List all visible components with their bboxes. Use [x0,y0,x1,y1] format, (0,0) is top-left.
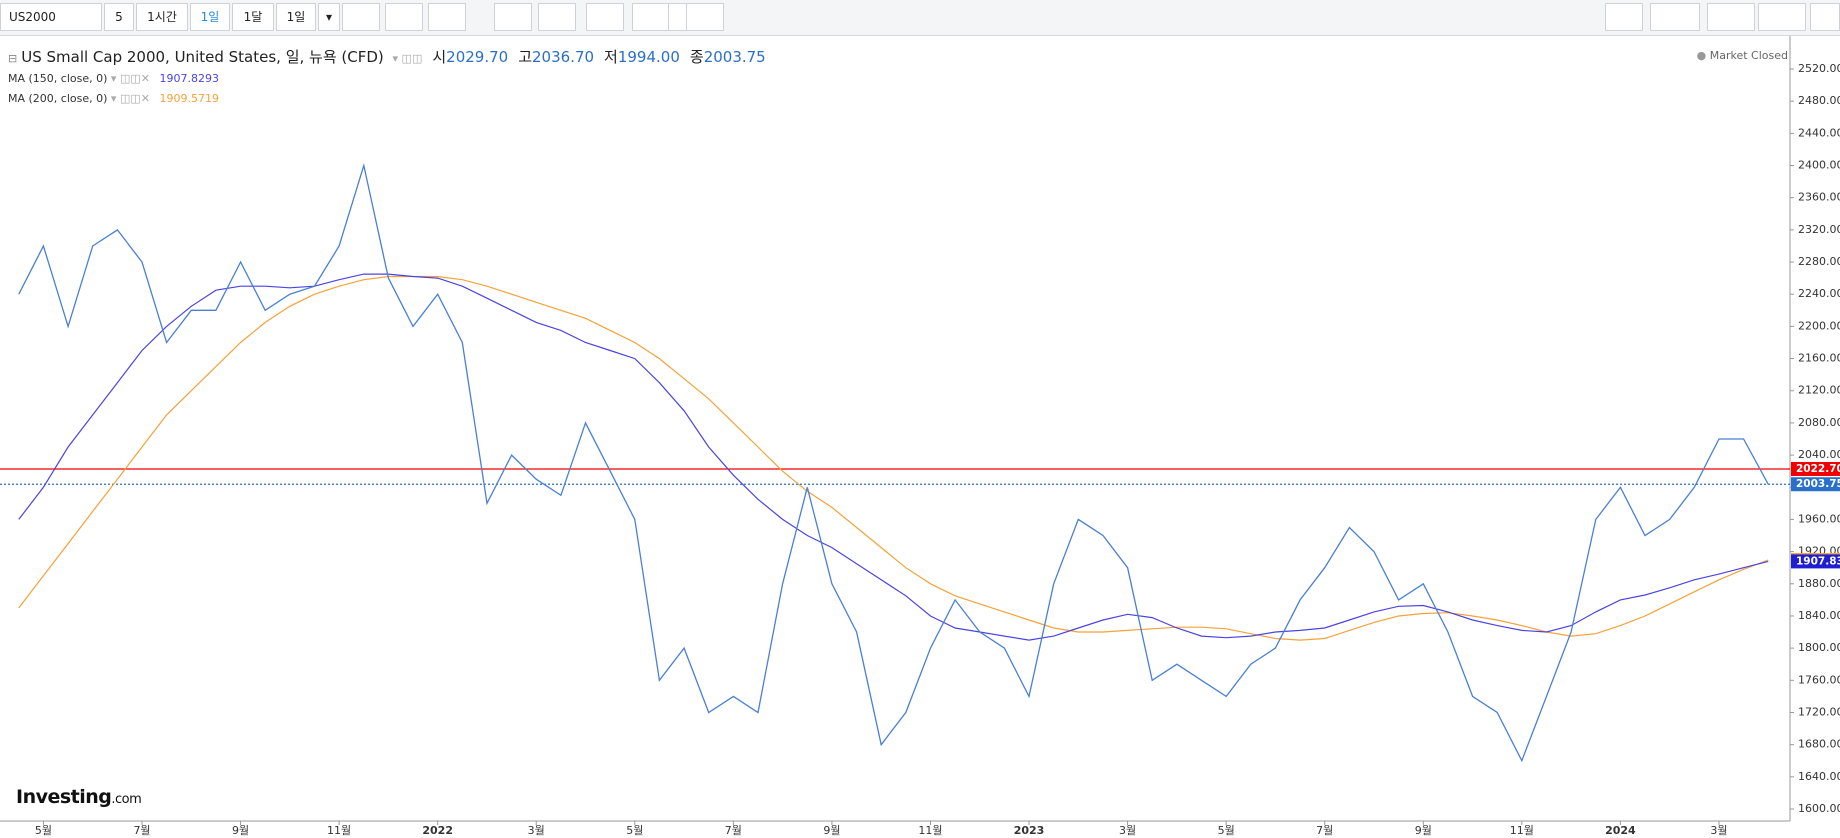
legend-label: MA (200, close, 0) [8,92,108,105]
ohlc-label: 저 [604,48,618,66]
y-tick-label: 2160.00 [1798,352,1840,365]
y-tick-label: 2120.00 [1798,384,1840,397]
interval-button[interactable]: 1달 [232,3,274,31]
area-button[interactable] [385,3,423,31]
symbol-input[interactable]: US2000 [0,3,102,31]
x-tick-label: 2024 [1605,824,1636,837]
y-tick-label: 1680.00 [1798,738,1840,751]
legend-value: 1909.5719 [159,92,219,105]
x-tick-label: 7월 [133,824,150,837]
x-tick-label: 2022 [422,824,453,837]
undo-button[interactable] [632,3,670,31]
x-tick-label: 11월 [918,824,942,837]
cloud-save-button[interactable] [1758,3,1806,31]
ma-legend: MA (150, close, 0) ▾ ◫◫✕ 1907.8293 [8,72,219,85]
ohlc-value: 2029.70 [446,48,509,66]
chart-title: US Small Cap 2000, United States, 일, 뉴욕 … [21,48,384,66]
status-text: Market Closed [1709,49,1788,62]
ohlc-label: 종 [689,48,704,66]
y-tick-label: 1760.00 [1798,673,1840,686]
camera-button[interactable] [1605,3,1643,31]
ohlc-label: 시 [432,48,447,66]
y-tick-label: 1840.00 [1798,609,1840,622]
y-tick-label: 2480.00 [1798,94,1840,107]
x-tick-label: 5월 [626,824,643,837]
x-tick-label: 11월 [1510,824,1534,837]
fullscreen-button[interactable] [1810,3,1840,31]
compare-button[interactable] [586,3,624,31]
header-icons[interactable]: ▾ ◫◫ [392,52,423,65]
plot-area [0,36,1790,821]
price-badge-label: 1907.83 [1796,555,1840,567]
y-tick-label: 2320.00 [1798,223,1840,236]
price-badge [1791,554,1840,569]
chart-header: ⊟ US Small Cap 2000, United States, 일, 뉴욕… [8,46,776,67]
x-tick-label: 3월 [1119,824,1136,837]
ma-legend: MA (200, close, 0) ▾ ◫◫✕ 1909.5719 [8,92,219,105]
settings-button[interactable] [494,3,532,31]
series-line [18,273,1769,641]
x-tick-label: 5월 [35,824,52,837]
ohlc-value: 2003.75 [703,48,766,66]
market-status: ● Market Closed [1696,49,1788,62]
y-tick-label: 2200.00 [1798,319,1840,332]
interval-button[interactable]: 5 [104,3,134,31]
logo-name: Investing [16,786,112,808]
x-tick-label: 9월 [823,824,840,837]
cloud-load-button[interactable] [1707,3,1755,31]
x-tick-label: 7월 [1316,824,1333,837]
y-tick-label: 2040.00 [1798,448,1840,461]
collapse-icon[interactable]: ⊟ [8,52,18,65]
y-tick-label: 1720.00 [1798,705,1840,718]
y-tick-label: 2080.00 [1798,416,1840,429]
x-tick-label: 5월 [1218,824,1235,837]
y-tick-label: 2520.00 [1798,62,1840,75]
x-tick-label: 7월 [725,824,742,837]
y-tick-label: 1800.00 [1798,641,1840,654]
price-badge-label: 2003.75 [1796,478,1840,490]
y-tick-label: 2240.00 [1798,287,1840,300]
y-tick-label: 2360.00 [1798,191,1840,204]
candle-button[interactable] [342,3,380,31]
ohlc: 시2029.70 고2036.70 저1994.00 종2003.75 [432,48,775,66]
x-tick-label: 2023 [1014,824,1045,837]
x-tick-label: 9월 [232,824,249,837]
y-tick-label: 1960.00 [1798,512,1840,525]
x-tick-label: 3월 [528,824,545,837]
logo: Investing.com [16,786,142,808]
interval-dropdown[interactable]: ▾ [318,3,340,31]
alert-button[interactable] [686,3,724,31]
price-badge-label: 2022.70 [1796,463,1840,475]
price-badge [1791,477,1840,492]
legend-icons[interactable]: ▾ ◫◫✕ [110,72,150,85]
ohlc-value: 1994.00 [617,48,680,66]
y-tick-label: 2400.00 [1798,159,1840,172]
legend-value: 1907.8293 [159,72,219,85]
price-badge [1791,462,1840,477]
y-tick-label: 1640.00 [1798,770,1840,783]
y-tick-label: 1880.00 [1798,577,1840,590]
x-tick-label: 9월 [1415,824,1432,837]
series-line [18,275,1769,641]
series-line [18,162,1769,763]
interval-button[interactable]: 1일 [276,3,316,31]
y-tick-label: 2440.00 [1798,126,1840,139]
y-tick-label: 2280.00 [1798,255,1840,268]
line-button[interactable] [428,3,466,31]
ohlc-value: 2036.70 [532,48,595,66]
legend-icons[interactable]: ▾ ◫◫✕ [110,92,150,105]
interval-button[interactable]: 1일 [190,3,230,31]
ohlc-label: 고 [518,48,532,66]
x-tick-label: 3월 [1710,824,1727,837]
template-button[interactable] [1650,3,1700,31]
interval-button[interactable]: 1시간 [136,3,188,31]
indicator-button[interactable] [538,3,576,31]
x-tick-label: 11월 [327,824,351,837]
y-tick-label: 1600.00 [1798,802,1840,815]
toolbar: US2000 5 1시간 1일 1달 1일 ▾ [0,0,1840,36]
logo-suffix: .com [111,792,142,807]
legend-label: MA (150, close, 0) [8,72,108,85]
